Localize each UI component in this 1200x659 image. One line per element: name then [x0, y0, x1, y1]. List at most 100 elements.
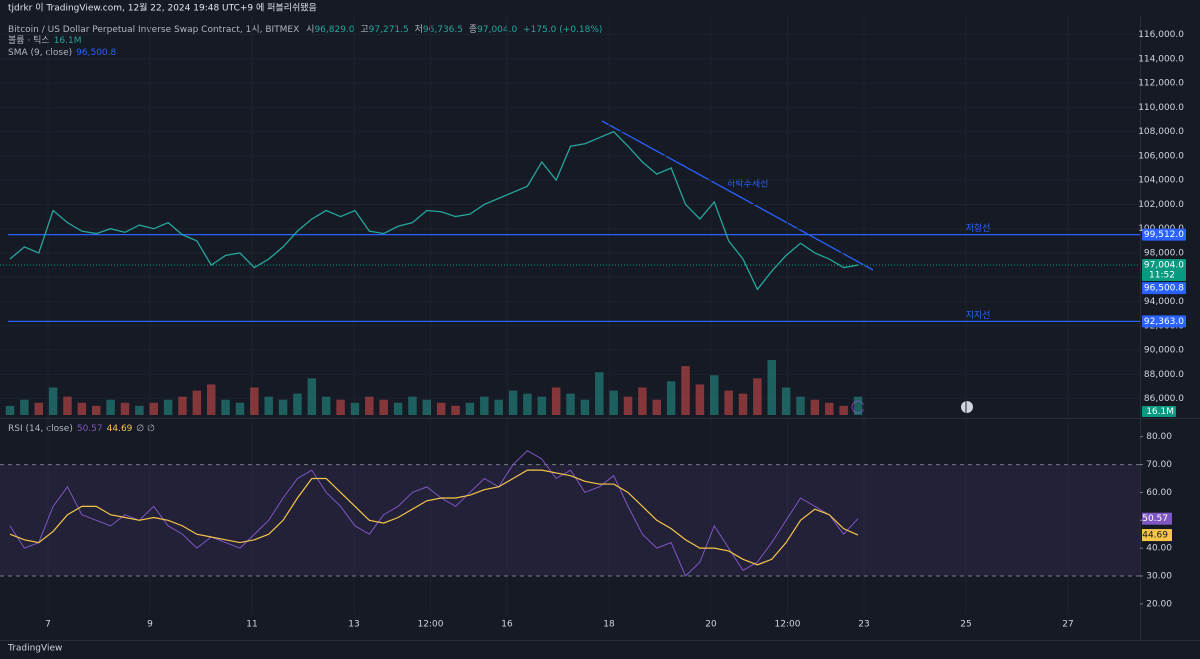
- x-tick-label: 20: [705, 620, 717, 630]
- x-tick-label: 7: [45, 620, 51, 630]
- volume-label: 볼륨 · 틱스: [8, 34, 50, 46]
- rsi-title: RSI (14, close): [8, 424, 73, 434]
- sma-legend: SMA (9, close) 96,500.8: [8, 48, 117, 58]
- volume-bar: [178, 396, 187, 415]
- sma-value: 96,500.8: [76, 48, 116, 58]
- volume-bar: [537, 396, 547, 415]
- y-tick-label: 90,000.0: [1144, 346, 1184, 356]
- volume-bar: [623, 396, 633, 415]
- rsi-ma-line: [9, 469, 859, 566]
- x-tick-label: 12:00: [418, 620, 444, 630]
- rsi-extra: ∅ ∅: [136, 424, 155, 434]
- rsi-band: [0, 464, 1140, 576]
- volume-bar: [91, 405, 101, 415]
- volume-bar: [724, 390, 733, 415]
- x-tick-label: 11: [246, 620, 257, 630]
- volume-bar: [250, 387, 259, 415]
- volume-bar: [652, 399, 662, 415]
- y-tick-label: 108,000.0: [1138, 127, 1184, 137]
- ohlc-label: 종: [469, 24, 477, 35]
- volume-bar: [149, 402, 158, 415]
- volume-bar: [34, 402, 43, 415]
- volume-bar: [163, 399, 173, 415]
- volume-bar: [810, 399, 820, 415]
- volume-bar: [523, 393, 532, 415]
- level-price-label-box: [1142, 315, 1186, 328]
- rsi-tick-label: 70.00: [1146, 460, 1172, 470]
- volume-bar: [825, 402, 834, 415]
- y-tick-label: 116,000.0: [1138, 30, 1184, 40]
- sma-box: [1142, 282, 1186, 295]
- volume-bar: [235, 402, 245, 415]
- volume-value: 16.1M: [54, 36, 82, 46]
- last-price-box: [1142, 259, 1186, 282]
- volume-bar: [566, 393, 575, 415]
- volume-bar: [595, 372, 604, 415]
- volume-bar: [120, 402, 130, 415]
- y-tick-label: 94,000.0: [1144, 297, 1184, 307]
- ohlc-value: 97,004.0: [477, 25, 517, 35]
- volume-bar: [350, 402, 360, 415]
- volume-axis-box: [1142, 406, 1176, 417]
- volume-bar: [365, 396, 374, 415]
- volume-bar: [451, 405, 460, 415]
- volume-bar: [638, 387, 647, 415]
- trend-annotation: 하락추세선: [727, 178, 768, 190]
- x-tick-label: 13: [348, 620, 359, 630]
- volume-bar: [221, 399, 230, 415]
- volume-legend: 볼륨 · 틱스 16.1M: [8, 34, 82, 46]
- rsi-line: [9, 450, 859, 577]
- volume-bar: [853, 396, 863, 415]
- volume-bar: [767, 360, 777, 415]
- volume-bar: [192, 390, 202, 415]
- level-name: 저항선: [966, 223, 991, 234]
- y-tick-label: 88,000.0: [1144, 370, 1184, 380]
- symbol: Bitcoin / US Dollar Perpetual Inverse Sw…: [8, 24, 299, 35]
- volume-bar: [781, 387, 791, 415]
- rsi-axis-value: 50.57: [1142, 514, 1168, 524]
- volume-bar: [480, 396, 489, 415]
- volume-bar: [106, 399, 115, 415]
- volume-bar: [379, 399, 388, 415]
- rsi-value-box: [1142, 512, 1172, 525]
- volume-bar: [666, 381, 676, 415]
- sma-price-label: 96,500.8: [1144, 284, 1184, 294]
- rsi-tick-label: 60.00: [1146, 488, 1172, 498]
- x-tick-label: 27: [1062, 620, 1073, 630]
- x-tick-label: 25: [960, 620, 971, 630]
- rsi-tick-label: 80.00: [1146, 432, 1172, 442]
- volume-bar: [307, 378, 317, 415]
- symbol-legend: Bitcoin / US Dollar Perpetual Inverse Sw…: [8, 24, 602, 35]
- volume-bar: [839, 405, 848, 415]
- y-tick-label: 106,000.0: [1138, 151, 1184, 161]
- x-tick-label: 23: [858, 620, 869, 630]
- x-tick-label: 12:00: [775, 620, 801, 630]
- y-tick-label: 104,000.0: [1138, 176, 1184, 186]
- x-tick-label: 9: [147, 620, 153, 630]
- rsi-ma-axis-value: 44.69: [1142, 531, 1168, 541]
- volume-bar: [293, 393, 302, 415]
- y-tick-label: 114,000.0: [1138, 54, 1184, 64]
- volume-bar: [609, 390, 618, 415]
- ohlc-value: 96,829.0: [314, 25, 354, 35]
- volume-bar: [551, 387, 561, 415]
- level-name: 지지선: [966, 310, 991, 321]
- sma-label: SMA (9, close): [8, 48, 72, 58]
- price-line: [9, 130, 859, 291]
- volume-bar: [393, 402, 403, 415]
- ohlc-value: 97,271.5: [369, 25, 409, 35]
- volume-bar: [321, 396, 331, 415]
- ohlc-label: 저: [415, 24, 423, 35]
- volume-bar: [681, 366, 690, 415]
- volume-bar: [710, 375, 719, 415]
- volume-bar: [508, 390, 518, 415]
- volume-bar: [135, 405, 144, 415]
- rsi-tick-label: 30.00: [1146, 572, 1172, 582]
- volume-bar: [336, 399, 345, 415]
- volume-bar: [63, 396, 72, 415]
- volume-bar: [738, 393, 748, 415]
- level-price-label-box: [1142, 228, 1186, 241]
- volume-bar: [264, 396, 273, 415]
